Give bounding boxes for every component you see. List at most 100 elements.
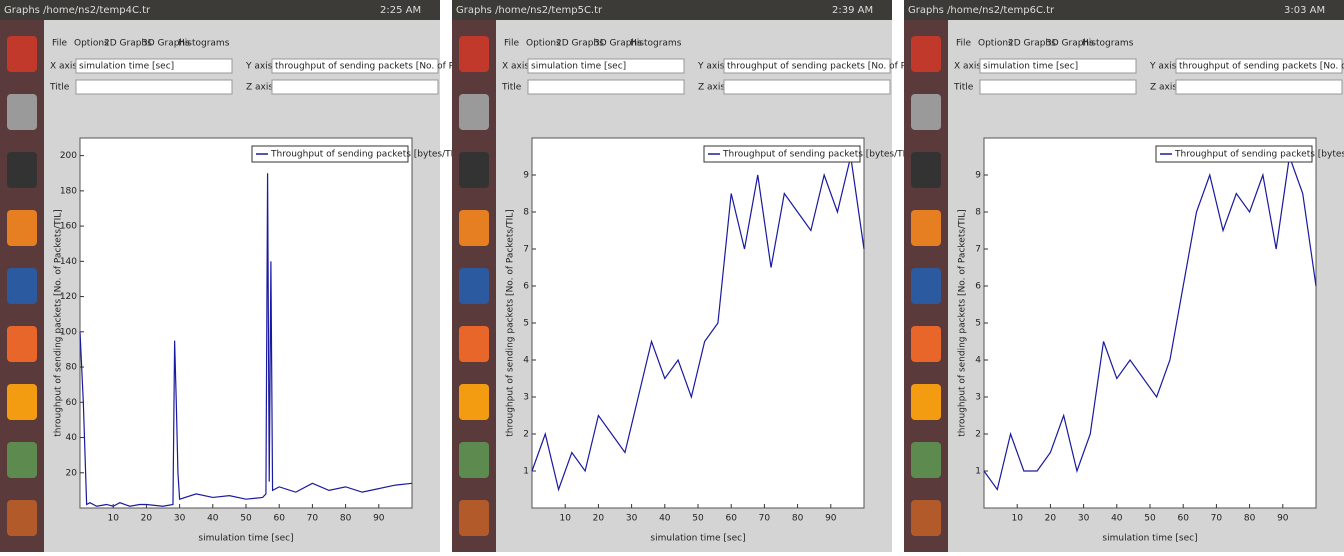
field-label: X axis [50,62,77,72]
x-tick-label: 10 [107,514,119,524]
launcher-icon[interactable] [459,36,489,72]
clock: 2:39 AM [832,5,873,16]
x-tick-label: 50 [240,514,252,524]
x-tick-label: 90 [1277,514,1289,524]
x-tick-label: 30 [174,514,186,524]
y-tick-label: 200 [60,151,77,161]
launcher-icon[interactable] [911,210,941,246]
launcher-icon[interactable] [459,268,489,304]
menu-item[interactable]: File [956,39,972,49]
launcher-icon[interactable] [7,152,37,188]
y-tick-label: 9 [975,171,981,181]
x-tick-label: 10 [559,514,571,524]
field-label: Y axis [245,62,273,72]
launcher-icon[interactable] [459,500,489,536]
y-axis-label: throughput of sending packets [No. of Pa… [54,209,64,437]
y-tick-label: 3 [523,393,529,403]
menu-item[interactable]: File [52,39,68,49]
x-tick-label: 20 [593,514,605,524]
field-value: simulation time [sec] [79,62,174,72]
field-label: Y axis [697,62,725,72]
x-tick-label: 50 [692,514,704,524]
field-label: Z axis [246,83,273,93]
launcher-icon[interactable] [7,326,37,362]
menu-item[interactable]: Histograms [178,39,230,49]
field-label: Y axis [1149,62,1177,72]
launcher-icon[interactable] [459,94,489,130]
launcher-icon[interactable] [7,268,37,304]
launcher-icon[interactable] [7,210,37,246]
x-axis-label: simulation time [sec] [198,534,293,544]
y-tick-label: 2 [523,430,529,440]
launcher-icon[interactable] [7,500,37,536]
y-tick-label: 1 [523,467,529,477]
x-tick-label: 30 [626,514,638,524]
launcher-icon[interactable] [911,36,941,72]
y-tick-label: 8 [523,208,529,218]
field-label: X axis [502,62,529,72]
menu-item[interactable]: Histograms [1082,39,1134,49]
x-tick-label: 70 [307,514,319,524]
launcher-icon[interactable] [459,152,489,188]
field-label: Title [49,83,70,93]
top-bar: Graphs /home/ns2/temp4C.tr2:25 AM [0,0,440,20]
launcher-icon[interactable] [459,326,489,362]
x-tick-label: 10 [1011,514,1023,524]
y-tick-label: 180 [60,186,77,196]
text-field[interactable] [528,80,684,94]
field-label: Title [953,83,974,93]
text-field[interactable] [724,80,890,94]
x-tick-label: 90 [373,514,385,524]
launcher-icon[interactable] [911,152,941,188]
launcher-icon[interactable] [7,36,37,72]
field-value: throughput of sending packets [No. of Pa… [1179,62,1344,72]
clock: 3:03 AM [1284,5,1325,16]
x-tick-label: 40 [1111,514,1123,524]
y-tick-label: 7 [975,245,981,255]
menu-item[interactable]: File [504,39,520,49]
window: Graphs /home/ns2/temp4C.tr2:25 AMFileOpt… [0,0,503,552]
plot-area [532,138,864,508]
x-tick-label: 90 [825,514,837,524]
y-tick-label: 6 [975,282,981,292]
text-field[interactable] [1176,80,1342,94]
y-tick-label: 40 [66,433,78,443]
launcher-icon[interactable] [911,268,941,304]
menu-item[interactable]: Histograms [630,39,682,49]
y-tick-label: 5 [975,319,981,329]
launcher-icon[interactable] [459,210,489,246]
launcher-icon[interactable] [911,442,941,478]
launcher-icon[interactable] [459,384,489,420]
launcher-icon[interactable] [7,94,37,130]
legend-label: Throughput of sending packets [bytes/TIL… [1174,150,1344,160]
launcher-icon[interactable] [911,384,941,420]
text-field[interactable] [76,80,232,94]
y-tick-label: 20 [66,468,78,478]
x-tick-label: 60 [1177,514,1189,524]
text-field[interactable] [272,80,438,94]
x-axis-label: simulation time [sec] [650,534,745,544]
x-tick-label: 70 [1211,514,1223,524]
y-tick-label: 8 [975,208,981,218]
launcher-icon[interactable] [7,442,37,478]
screen: Graphs /home/ns2/temp4C.tr2:25 AMFileOpt… [0,0,1344,552]
y-tick-label: 80 [66,363,78,373]
y-tick-label: 4 [523,356,529,366]
text-field[interactable] [980,80,1136,94]
launcher-icon[interactable] [459,442,489,478]
y-tick-label: 1 [975,467,981,477]
launcher-icon[interactable] [7,384,37,420]
x-tick-label: 80 [1244,514,1256,524]
x-tick-label: 50 [1144,514,1156,524]
page: {"panels": [ {"window_title": "Graphs /h… [0,0,1344,552]
field-label: Z axis [698,83,725,93]
launcher-icon[interactable] [911,94,941,130]
launcher-icon[interactable] [911,326,941,362]
y-tick-label: 4 [975,356,981,366]
clock: 2:25 AM [380,5,421,16]
x-tick-label: 20 [141,514,153,524]
launcher-icon[interactable] [911,500,941,536]
